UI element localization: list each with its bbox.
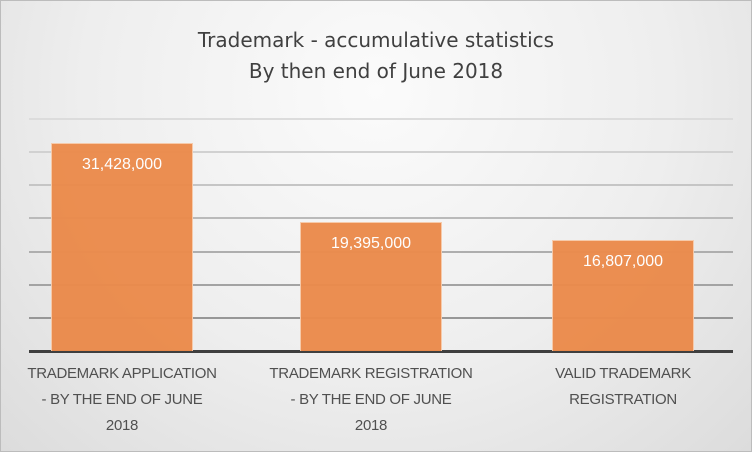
gridline <box>29 118 733 120</box>
bar[interactable]: 16,807,000 <box>552 239 694 351</box>
plot-area: 31,428,000 19,395,000 16,807,000 <box>29 118 733 353</box>
chart-title: Trademark - accumulative statistics By t… <box>1 25 751 87</box>
chart-title-line-2: By then end of June 2018 <box>248 59 504 83</box>
x-axis-line <box>29 350 733 353</box>
bar[interactable]: 19,395,000 <box>300 222 442 351</box>
bar[interactable]: 31,428,000 <box>51 142 193 351</box>
gridline <box>29 151 733 154</box>
bar-value-label: 31,428,000 <box>81 155 163 173</box>
chart-title-line-1: Trademark - accumulative statistics <box>197 28 555 52</box>
gridline <box>29 217 733 220</box>
category-label: VALID TRADEMARK REGISTRATION <box>555 365 691 408</box>
category-label: TRADEMARK REGISTRATION - BY THE END OF J… <box>269 365 473 434</box>
category-label: TRADEMARK APPLICATION - BY THE END OF JU… <box>27 365 217 434</box>
bar-value-label: 16,807,000 <box>582 252 664 270</box>
gridline <box>29 184 733 187</box>
bar-value-label: 19,395,000 <box>330 235 412 253</box>
